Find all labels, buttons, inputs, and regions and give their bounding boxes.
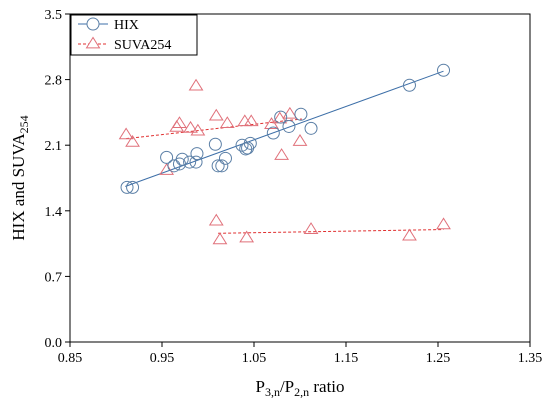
x-tick-label: 1.15	[334, 351, 359, 366]
point-hix	[208, 137, 222, 151]
y-tick-label: 1.4	[45, 205, 63, 220]
point-suva254	[208, 108, 224, 121]
point-suva254	[237, 114, 253, 127]
point-suva254	[172, 116, 187, 129]
trend-lines	[125, 70, 444, 234]
plot-frame	[69, 13, 531, 343]
x-tick-label: 0.85	[58, 351, 83, 366]
point-hix	[402, 78, 416, 92]
point-hix	[274, 110, 288, 124]
point-hix	[160, 150, 174, 164]
point-hix	[282, 119, 296, 133]
point-hix	[120, 180, 134, 194]
point-hix	[126, 180, 140, 194]
point-suva254	[190, 123, 206, 136]
point-hix	[183, 155, 197, 169]
x-tick-label: 1.35	[518, 351, 543, 366]
y-tick-label: 3.5	[45, 8, 63, 23]
point-suva254	[159, 163, 175, 175]
point-hix	[190, 147, 204, 161]
legend-label-suva254: SUVA254	[114, 38, 171, 53]
point-suva254	[436, 217, 451, 230]
x-axis-title: P3,n/P2,n ratio	[255, 377, 344, 399]
x-tick-label: 1.05	[242, 351, 267, 366]
point-hix	[304, 121, 318, 135]
point-suva254	[208, 213, 224, 226]
plot-area	[69, 13, 531, 343]
legend-marker-suva254	[85, 36, 101, 49]
point-hix	[175, 152, 189, 166]
point-suva254	[118, 127, 134, 140]
axes: 0.85 0.95 1.05 1.15 1.25 1.35 0.0 0.7 1.4 2.1 2.8 3…	[45, 8, 543, 366]
point-suva254	[402, 228, 417, 241]
legend: HIX SUVA254	[70, 14, 198, 56]
point-suva254	[212, 232, 228, 245]
point-hix	[218, 151, 232, 165]
point-hix	[266, 126, 280, 140]
point-suva254	[303, 222, 319, 234]
point-suva254	[188, 78, 204, 91]
point-hix	[167, 159, 181, 173]
point-hix	[215, 159, 229, 173]
point-suva254	[243, 114, 259, 127]
trend-line-suva254	[126, 118, 302, 140]
point-suva254	[125, 134, 140, 147]
y-tick-label: 2.1	[45, 139, 63, 154]
y-tick-label: 0.7	[45, 270, 63, 285]
x-tick-label: 1.25	[426, 351, 451, 366]
point-hix	[189, 155, 203, 169]
point-suva254	[183, 120, 198, 133]
trend-line-hix	[125, 70, 444, 187]
legend-label-hix: HIX	[114, 18, 139, 33]
point-hix	[211, 159, 225, 173]
legend-marker-hix	[86, 17, 100, 31]
point-suva254	[282, 106, 298, 119]
point-hix	[437, 63, 451, 77]
point-suva254	[219, 116, 235, 129]
point-hix	[243, 136, 257, 150]
trend-line-suva254	[218, 229, 444, 234]
point-suva254	[292, 134, 308, 146]
point-suva254	[274, 148, 290, 160]
y-tick-label: 2.8	[45, 74, 63, 89]
y-axis-title: HIX and SUVA254	[9, 115, 31, 240]
point-suva254	[239, 230, 255, 243]
y-tick-label: 0.0	[45, 336, 63, 351]
data-points	[118, 63, 451, 245]
x-tick-label: 0.95	[150, 351, 175, 366]
point-hix	[294, 107, 308, 121]
